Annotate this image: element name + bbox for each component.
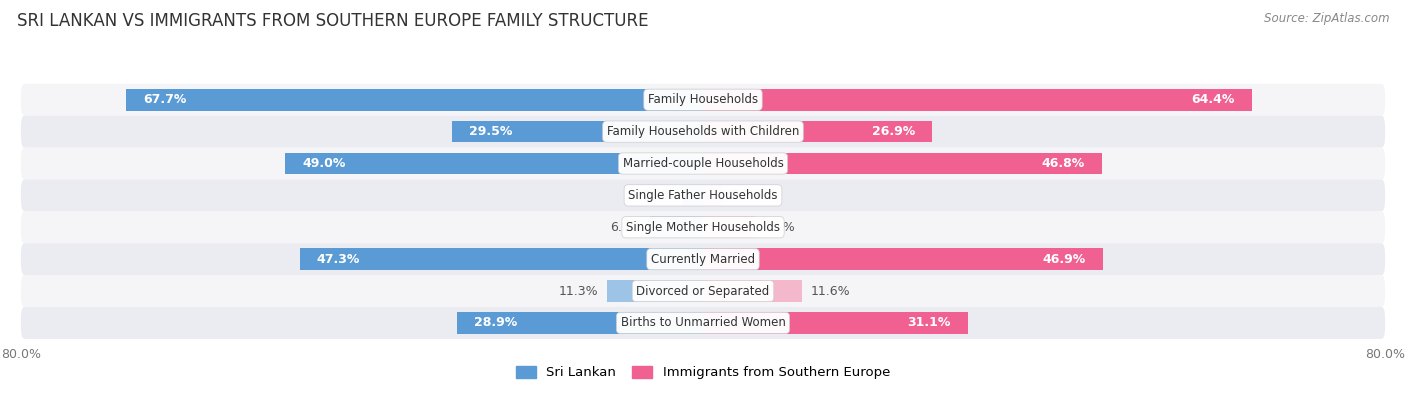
Text: 6.1%: 6.1%: [763, 221, 796, 234]
Text: 64.4%: 64.4%: [1191, 93, 1234, 106]
Bar: [703, 216, 755, 238]
Text: Source: ZipAtlas.com: Source: ZipAtlas.com: [1264, 12, 1389, 25]
Text: 29.5%: 29.5%: [468, 125, 512, 138]
Bar: [285, 152, 703, 174]
Text: Married-couple Households: Married-couple Households: [623, 157, 783, 170]
Text: 46.8%: 46.8%: [1042, 157, 1085, 170]
Text: 6.2%: 6.2%: [610, 221, 641, 234]
Text: Single Father Households: Single Father Households: [628, 189, 778, 202]
Text: Currently Married: Currently Married: [651, 253, 755, 266]
Bar: [703, 280, 801, 302]
FancyBboxPatch shape: [21, 211, 1385, 243]
Bar: [703, 248, 1102, 270]
Bar: [650, 216, 703, 238]
Bar: [127, 89, 703, 111]
Text: 47.3%: 47.3%: [316, 253, 360, 266]
Bar: [703, 184, 721, 206]
Text: 2.2%: 2.2%: [730, 189, 762, 202]
FancyBboxPatch shape: [21, 148, 1385, 179]
Bar: [682, 184, 703, 206]
Bar: [451, 121, 703, 143]
Text: 11.3%: 11.3%: [558, 284, 598, 297]
Bar: [703, 121, 932, 143]
FancyBboxPatch shape: [21, 116, 1385, 148]
Bar: [703, 89, 1251, 111]
Text: 49.0%: 49.0%: [302, 157, 346, 170]
Legend: Sri Lankan, Immigrants from Southern Europe: Sri Lankan, Immigrants from Southern Eur…: [510, 361, 896, 385]
Text: 26.9%: 26.9%: [872, 125, 915, 138]
FancyBboxPatch shape: [21, 243, 1385, 275]
FancyBboxPatch shape: [21, 275, 1385, 307]
Text: Family Households with Children: Family Households with Children: [607, 125, 799, 138]
Bar: [703, 312, 969, 334]
Text: Family Households: Family Households: [648, 93, 758, 106]
FancyBboxPatch shape: [21, 84, 1385, 116]
FancyBboxPatch shape: [21, 307, 1385, 339]
Text: 11.6%: 11.6%: [810, 284, 851, 297]
Bar: [606, 280, 703, 302]
Bar: [299, 248, 703, 270]
Text: SRI LANKAN VS IMMIGRANTS FROM SOUTHERN EUROPE FAMILY STRUCTURE: SRI LANKAN VS IMMIGRANTS FROM SOUTHERN E…: [17, 12, 648, 30]
Bar: [703, 152, 1102, 174]
Text: 28.9%: 28.9%: [474, 316, 517, 329]
Text: Divorced or Separated: Divorced or Separated: [637, 284, 769, 297]
Text: Births to Unmarried Women: Births to Unmarried Women: [620, 316, 786, 329]
Text: 46.9%: 46.9%: [1042, 253, 1085, 266]
Text: 67.7%: 67.7%: [143, 93, 187, 106]
FancyBboxPatch shape: [21, 179, 1385, 211]
Text: 2.4%: 2.4%: [643, 189, 673, 202]
Text: 31.1%: 31.1%: [908, 316, 950, 329]
Bar: [457, 312, 703, 334]
Text: Single Mother Households: Single Mother Households: [626, 221, 780, 234]
